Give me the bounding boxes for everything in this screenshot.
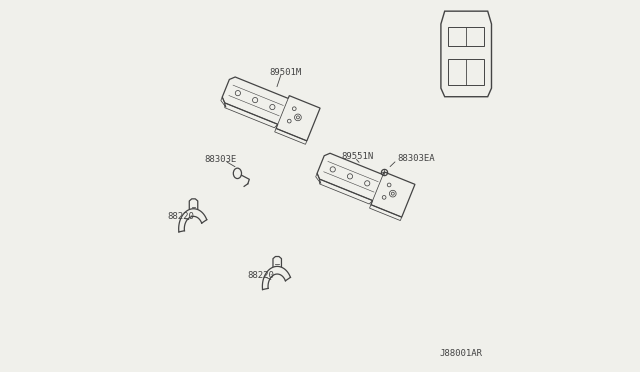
Text: J88001AR: J88001AR — [439, 349, 482, 358]
Text: 88303EA: 88303EA — [397, 154, 435, 163]
Text: 89551N: 89551N — [341, 152, 374, 161]
Text: 88220: 88220 — [168, 212, 195, 221]
Text: 88220: 88220 — [248, 271, 275, 280]
Text: 88303E: 88303E — [205, 155, 237, 164]
Text: 89501M: 89501M — [269, 68, 301, 77]
